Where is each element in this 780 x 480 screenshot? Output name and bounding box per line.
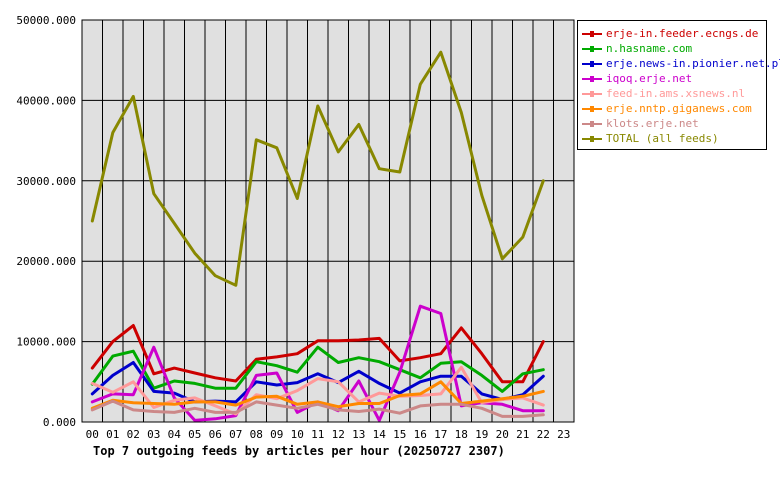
y-tick-label: 30000.000 — [16, 175, 76, 188]
legend: erje-in.feeder.ecngs.de n.hasname.com erje… — [577, 20, 780, 150]
series-line — [90, 361, 545, 404]
y-tick-label: 10000.000 — [16, 336, 76, 349]
x-tick-label: 14 — [373, 428, 387, 441]
x-tick-label: 09 — [270, 428, 283, 441]
x-tick-label: 12 — [332, 428, 345, 441]
vertical-gridlines — [102, 20, 554, 422]
plot-border — [81, 19, 575, 423]
x-tick-label: 16 — [414, 428, 427, 441]
x-tick-label: 20 — [496, 428, 509, 441]
x-tick-label: 00 — [86, 428, 99, 441]
y-tick-label: 50000.000 — [16, 14, 76, 27]
x-tick-label: 15 — [393, 428, 406, 441]
x-tick-label: 13 — [352, 428, 365, 441]
y-axis-tick-labels: 0.000 10000.000 20000.000 30000.000 40000.00… — [16, 14, 76, 429]
legend-swatch — [582, 76, 602, 82]
x-tick-label: 01 — [106, 428, 119, 441]
legend-swatch — [582, 31, 602, 37]
legend-label: erje.news-in.pionier.net.pl — [606, 57, 780, 70]
legend-label: iqoq.erje.net — [606, 72, 693, 85]
legend-label: erje-in.feeder.ecngs.de — [606, 27, 759, 40]
x-axis-tick-labels: 00 01 02 03 04 05 06 07 08 09 10 11 12 13 14 15 16 17 18 19… — [86, 428, 571, 441]
legend-label: TOTAL (all feeds) — [606, 132, 719, 145]
x-tick-label: 05 — [188, 428, 201, 441]
y-tick-label: 40000.000 — [16, 94, 76, 107]
series-lines — [90, 50, 545, 422]
x-tick-label: 10 — [291, 428, 304, 441]
x-tick-label: 08 — [250, 428, 263, 441]
legend-swatch — [582, 106, 602, 112]
legend-label: klots.erje.net — [606, 117, 699, 130]
y-tick-label: 0.000 — [43, 416, 76, 429]
x-tick-label: 03 — [147, 428, 160, 441]
legend-swatch — [582, 61, 602, 67]
legend-swatch — [582, 46, 602, 52]
x-tick-label: 02 — [127, 428, 140, 441]
legend-label: erje.nntp.giganews.com — [606, 102, 752, 115]
x-tick-label: 11 — [311, 428, 324, 441]
series-line — [90, 324, 545, 384]
x-tick-label: 23 — [557, 428, 570, 441]
legend-swatch — [582, 121, 602, 127]
x-tick-label: 06 — [209, 428, 222, 441]
series-line — [90, 399, 545, 418]
x-tick-label: 07 — [229, 428, 242, 441]
x-tick-label: 22 — [537, 428, 550, 441]
x-tick-label: 19 — [475, 428, 488, 441]
series-line — [90, 50, 545, 287]
x-tick-label: 21 — [516, 428, 529, 441]
x-tick-label: 18 — [455, 428, 468, 441]
legend-label: n.hasname.com — [606, 42, 693, 55]
chart-title: Top 7 outgoing feeds by articles per hou… — [93, 444, 505, 458]
x-tick-label: 04 — [168, 428, 182, 441]
x-tick-label: 17 — [434, 428, 447, 441]
legend-swatch — [582, 136, 602, 142]
series-line — [90, 380, 545, 410]
y-tick-label: 20000.000 — [16, 255, 76, 268]
legend-label: feed-in.ams.xsnews.nl — [606, 87, 746, 100]
legend-swatch — [582, 91, 602, 97]
